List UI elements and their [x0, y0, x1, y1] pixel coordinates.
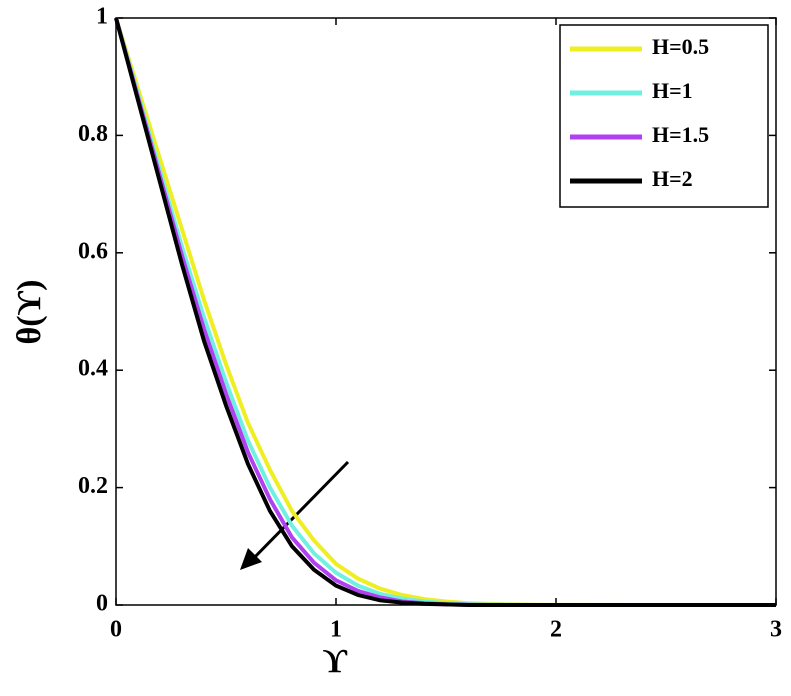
- arrow: [240, 460, 350, 570]
- legend-box: [559, 24, 769, 208]
- legend-label: H=0.5: [652, 34, 709, 59]
- x-tick-label: 3: [770, 617, 782, 643]
- y-tick-label: 0.4: [78, 356, 108, 382]
- data-line: [114, 17, 776, 607]
- x-tick-label: 0: [110, 617, 122, 643]
- y-tick-label: 0.6: [78, 238, 108, 264]
- y-tick-label: 1: [96, 4, 108, 30]
- x-tick-label: 2: [550, 617, 562, 643]
- x-axis-label: ϒ: [323, 643, 348, 680]
- y-tick-label: 0.2: [78, 473, 108, 499]
- arrow-shaft: [248, 460, 350, 564]
- legend: H=0.5 H=1 H=1.5 H=2: [559, 24, 769, 208]
- legend-label: H=2: [652, 166, 693, 191]
- y-tick-label: 0: [96, 591, 108, 617]
- x-tick-label: 1: [330, 617, 342, 643]
- legend-label: H=1: [652, 78, 693, 103]
- y-axis-label: θ(ϒ): [11, 280, 48, 345]
- legend-label: H=1.5: [652, 122, 709, 147]
- arrow-head: [240, 548, 262, 570]
- y-tick-label: 0.8: [78, 121, 108, 147]
